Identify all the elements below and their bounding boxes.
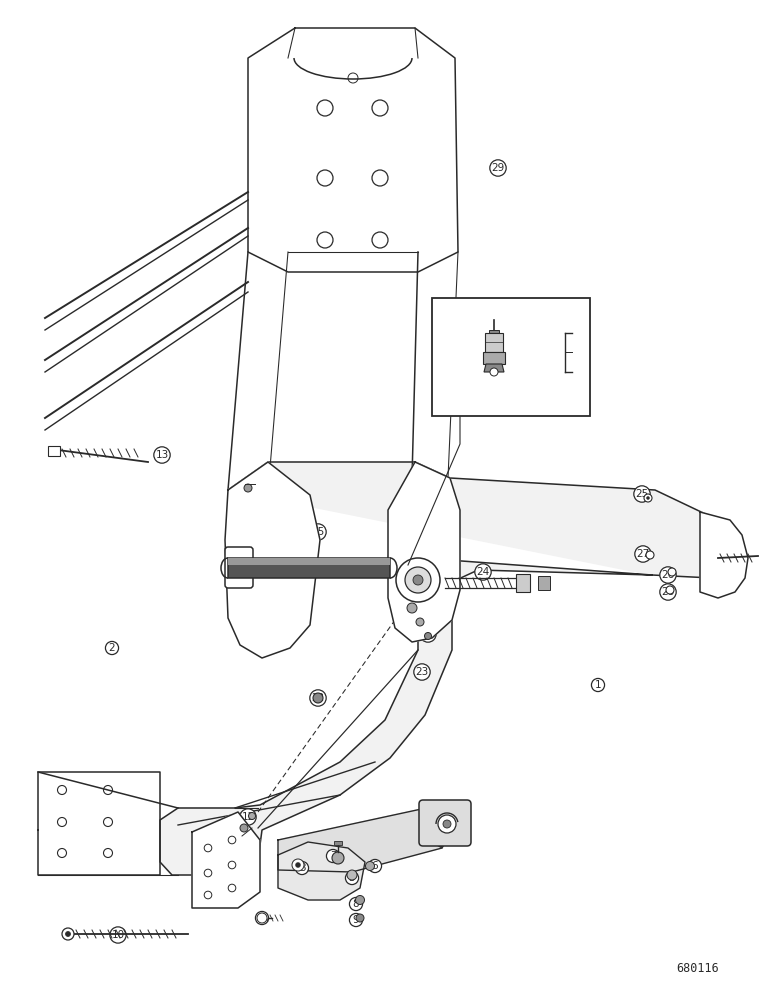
- Text: 12: 12: [242, 812, 255, 822]
- Text: 20: 20: [482, 380, 495, 390]
- Circle shape: [490, 368, 498, 376]
- Circle shape: [244, 484, 252, 492]
- Polygon shape: [192, 812, 260, 908]
- Circle shape: [355, 896, 364, 904]
- Polygon shape: [38, 772, 160, 875]
- Circle shape: [644, 494, 652, 502]
- Text: 14: 14: [411, 602, 425, 612]
- Circle shape: [646, 496, 649, 499]
- Text: 2: 2: [109, 643, 115, 653]
- Polygon shape: [160, 462, 728, 875]
- Text: 6: 6: [371, 861, 378, 871]
- Circle shape: [249, 812, 256, 820]
- Circle shape: [438, 815, 456, 833]
- Polygon shape: [225, 462, 320, 658]
- Text: 10: 10: [111, 930, 124, 940]
- Polygon shape: [388, 462, 460, 642]
- Polygon shape: [278, 842, 365, 900]
- Text: 29: 29: [491, 163, 505, 173]
- Text: 3: 3: [299, 863, 305, 873]
- Text: 23: 23: [415, 667, 428, 677]
- Polygon shape: [432, 812, 455, 848]
- Text: 21: 21: [389, 553, 403, 563]
- Text: 18: 18: [242, 483, 255, 493]
- Text: 8: 8: [353, 899, 359, 909]
- Text: 28: 28: [662, 587, 675, 597]
- Circle shape: [407, 603, 417, 613]
- Circle shape: [405, 567, 431, 593]
- FancyBboxPatch shape: [225, 547, 253, 588]
- FancyBboxPatch shape: [419, 800, 471, 846]
- Polygon shape: [538, 576, 550, 590]
- Text: 5: 5: [349, 873, 355, 883]
- Text: 25: 25: [635, 489, 648, 499]
- Bar: [228, 558, 390, 578]
- Circle shape: [62, 928, 74, 940]
- Circle shape: [332, 852, 344, 864]
- Text: 15: 15: [311, 527, 324, 537]
- Polygon shape: [278, 805, 455, 872]
- Bar: [334, 841, 342, 845]
- Polygon shape: [489, 330, 499, 333]
- Circle shape: [257, 913, 267, 923]
- Text: 17: 17: [422, 629, 435, 639]
- Text: 19: 19: [548, 365, 561, 375]
- Circle shape: [443, 820, 451, 828]
- Circle shape: [66, 932, 70, 936]
- Bar: [432, 298, 590, 416]
- Circle shape: [347, 870, 357, 880]
- Circle shape: [356, 914, 364, 922]
- Text: 1: 1: [594, 680, 601, 690]
- Text: 26: 26: [662, 570, 675, 580]
- Circle shape: [646, 551, 654, 559]
- Circle shape: [416, 618, 424, 626]
- Circle shape: [396, 558, 440, 602]
- Circle shape: [413, 575, 423, 585]
- Text: 7: 7: [330, 851, 337, 861]
- Text: 16: 16: [416, 615, 430, 625]
- Circle shape: [666, 586, 674, 594]
- Text: 9: 9: [353, 915, 359, 925]
- Circle shape: [240, 824, 248, 832]
- Polygon shape: [485, 333, 503, 352]
- Polygon shape: [516, 574, 530, 592]
- Text: 22: 22: [311, 693, 324, 703]
- Bar: [228, 558, 390, 565]
- Circle shape: [668, 568, 676, 576]
- Text: 4: 4: [259, 913, 266, 923]
- Circle shape: [292, 859, 304, 871]
- Circle shape: [313, 693, 323, 703]
- Polygon shape: [483, 352, 505, 364]
- Text: 680116: 680116: [676, 962, 720, 974]
- Text: 11: 11: [233, 827, 246, 837]
- Circle shape: [425, 633, 432, 640]
- Text: 24: 24: [476, 567, 489, 577]
- Text: 13: 13: [155, 450, 168, 460]
- Circle shape: [296, 862, 300, 867]
- Bar: [48, 446, 60, 456]
- Polygon shape: [484, 364, 504, 372]
- Polygon shape: [700, 512, 748, 598]
- Circle shape: [365, 861, 374, 870]
- Text: 27: 27: [636, 549, 649, 559]
- Polygon shape: [248, 28, 458, 272]
